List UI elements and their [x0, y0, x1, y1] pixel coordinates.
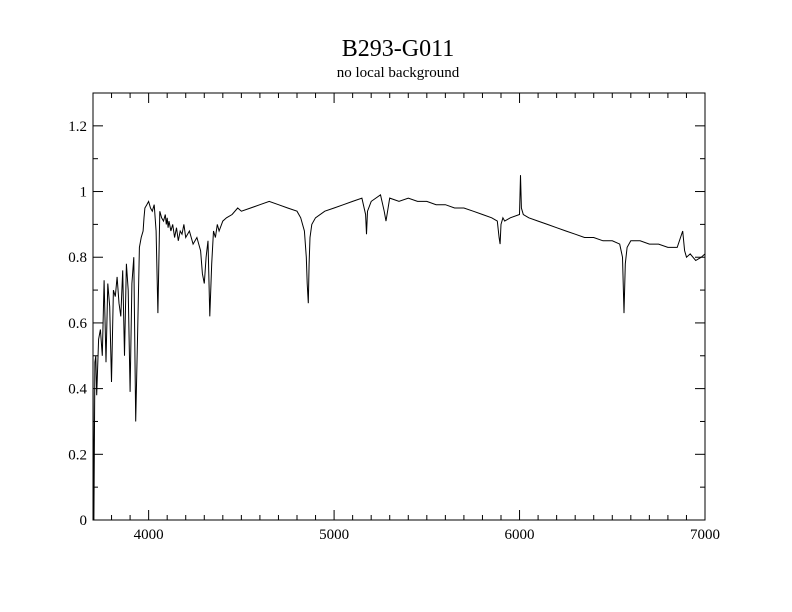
spectrum-series-line [92, 175, 706, 521]
x-tick-label: 5000 [319, 527, 349, 543]
y-tick-label: 1 [80, 185, 88, 201]
y-tick-label: 0 [80, 513, 88, 529]
y-tick-label: 0.4 [68, 382, 87, 398]
y-tick-label: 1.2 [68, 119, 87, 135]
axis-tick-labels: 4000 5000 6000 7000 0 0.2 0.4 0.6 0.8 1 1.2 [68, 119, 720, 543]
chart-subtitle: no local background [337, 65, 460, 81]
axis-ticks [93, 92, 706, 521]
x-tick-label: 4000 [134, 527, 164, 543]
y-tick-label: 0.2 [68, 447, 87, 463]
x-tick-label: 7000 [690, 527, 720, 543]
y-tick-label: 0.6 [68, 316, 87, 332]
x-tick-label: 6000 [505, 527, 535, 543]
plot-frame [92, 92, 706, 521]
y-tick-label: 0.8 [68, 250, 87, 266]
chart-title: B293-G011 [342, 36, 454, 62]
